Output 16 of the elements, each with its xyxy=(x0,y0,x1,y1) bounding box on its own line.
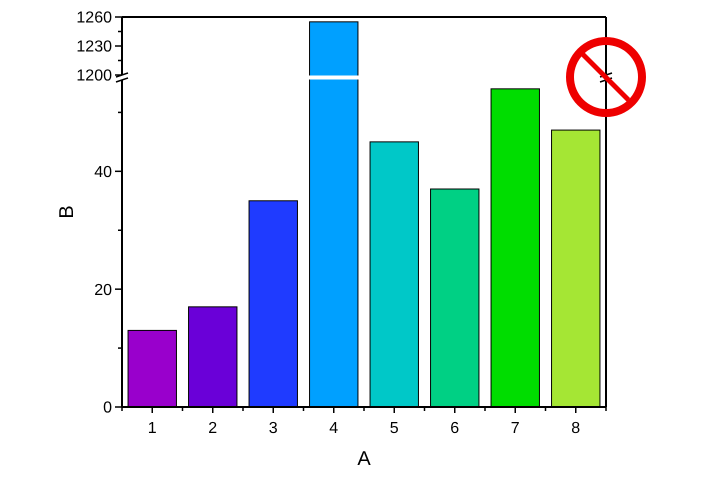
x-tick-label: 4 xyxy=(329,420,338,437)
x-tick-label: 3 xyxy=(268,420,278,437)
x-tick-label: 6 xyxy=(450,420,460,437)
x-tick-label: 8 xyxy=(571,420,580,437)
y-axis-title: B xyxy=(56,205,78,219)
x-axis-title: A xyxy=(357,448,372,470)
x-tick-label: 2 xyxy=(208,420,218,437)
x-tick-label: 7 xyxy=(510,420,520,437)
y-tick-label: 1260 xyxy=(76,10,112,27)
y-tick-label: 1230 xyxy=(76,38,112,56)
y-tick-label: 20 xyxy=(94,282,112,299)
y-tick-label: 40 xyxy=(94,164,112,181)
x-tick-label: 5 xyxy=(390,420,399,437)
y-tick-label: 1200 xyxy=(76,68,112,85)
x-tick-label: 1 xyxy=(148,420,157,437)
y-tick-label: 0 xyxy=(103,400,112,417)
